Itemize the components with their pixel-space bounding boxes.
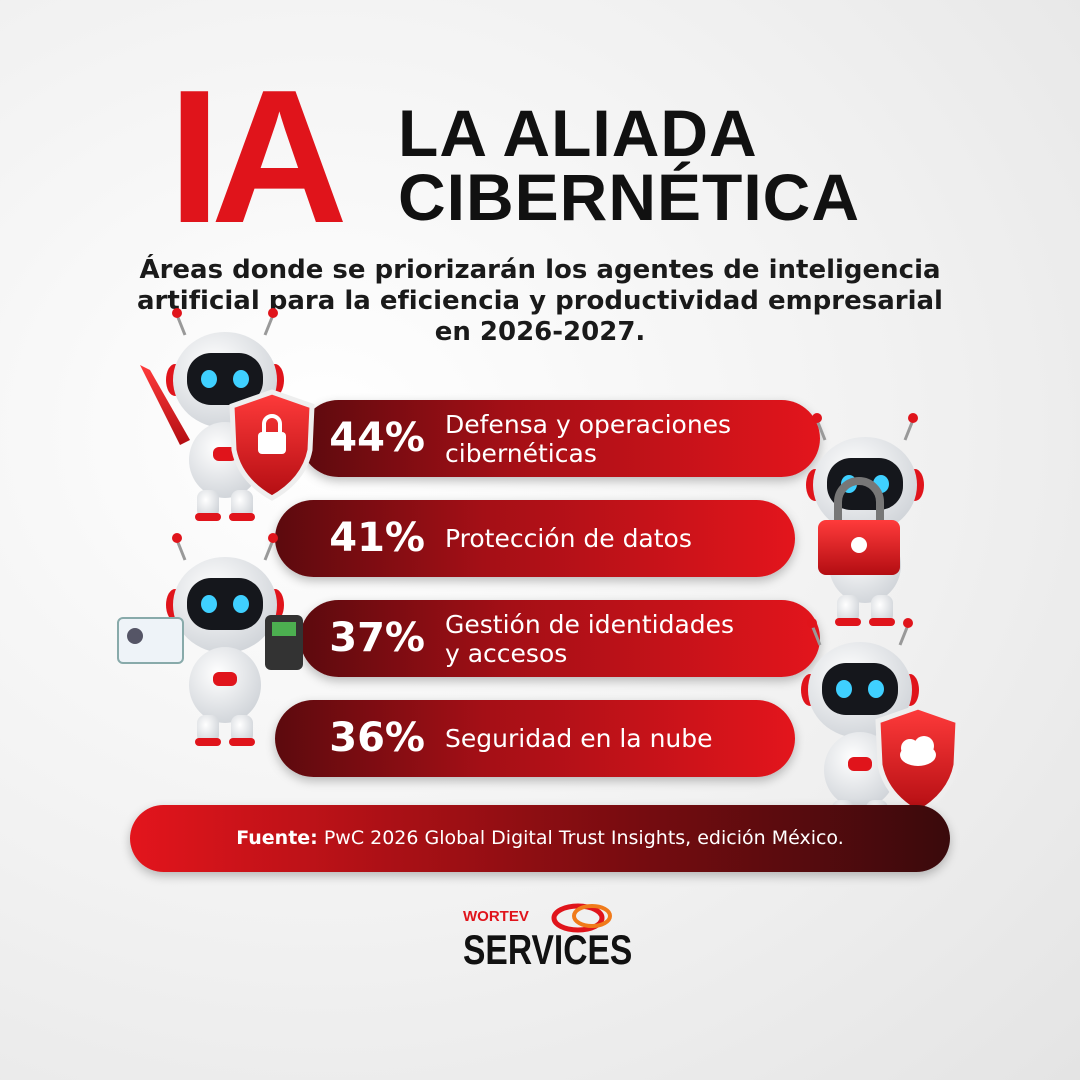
item-percent: 41%	[329, 515, 425, 561]
item-label: Gestión de identidades y accesos	[445, 600, 734, 677]
item-label-line: Seguridad en la nube	[445, 724, 713, 753]
logo-brand: WORTEV	[463, 908, 529, 925]
item-percent: 44%	[329, 415, 425, 461]
item-label-line: Gestión de identidades	[445, 609, 735, 639]
item-pill	[300, 400, 820, 477]
source-box: Fuente: PwC 2026 Global Digital Trust In…	[130, 805, 950, 872]
robot-id	[117, 531, 303, 748]
source-text: PwC 2026 Global Digital Trust Insights, …	[323, 827, 844, 849]
title-ia: IA	[168, 51, 348, 263]
item-label: Protección de datos	[445, 500, 692, 577]
subtitle-line: Áreas donde se priorizarán los agentes d…	[139, 255, 941, 285]
item-label: Defensa y operaciones cibernéticas	[445, 400, 731, 477]
item-label-line: cibernéticas	[445, 438, 597, 468]
title-line: CIBERNÉTICA	[398, 160, 861, 234]
logo-name: SERVICES	[463, 926, 633, 973]
subtitle-line: en 2026-2027.	[434, 317, 646, 347]
item-percent: 36%	[329, 715, 425, 761]
robot-sword	[140, 306, 312, 523]
robot-cloud	[799, 616, 958, 833]
item-label-line: Defensa y operaciones	[445, 409, 732, 439]
robot-lock	[804, 411, 926, 628]
logo-mark	[551, 903, 612, 933]
title-line: LA ALIADA	[398, 96, 758, 170]
item-label-line: Protección de datos	[445, 524, 692, 553]
source-label: Fuente:	[236, 827, 318, 849]
item-pill	[300, 600, 820, 677]
item-pill	[275, 500, 795, 577]
item-label-line: y accesos	[445, 638, 568, 668]
item-label: Seguridad en la nube	[445, 700, 713, 777]
item-percent: 37%	[329, 615, 425, 661]
item-pill	[275, 700, 795, 777]
